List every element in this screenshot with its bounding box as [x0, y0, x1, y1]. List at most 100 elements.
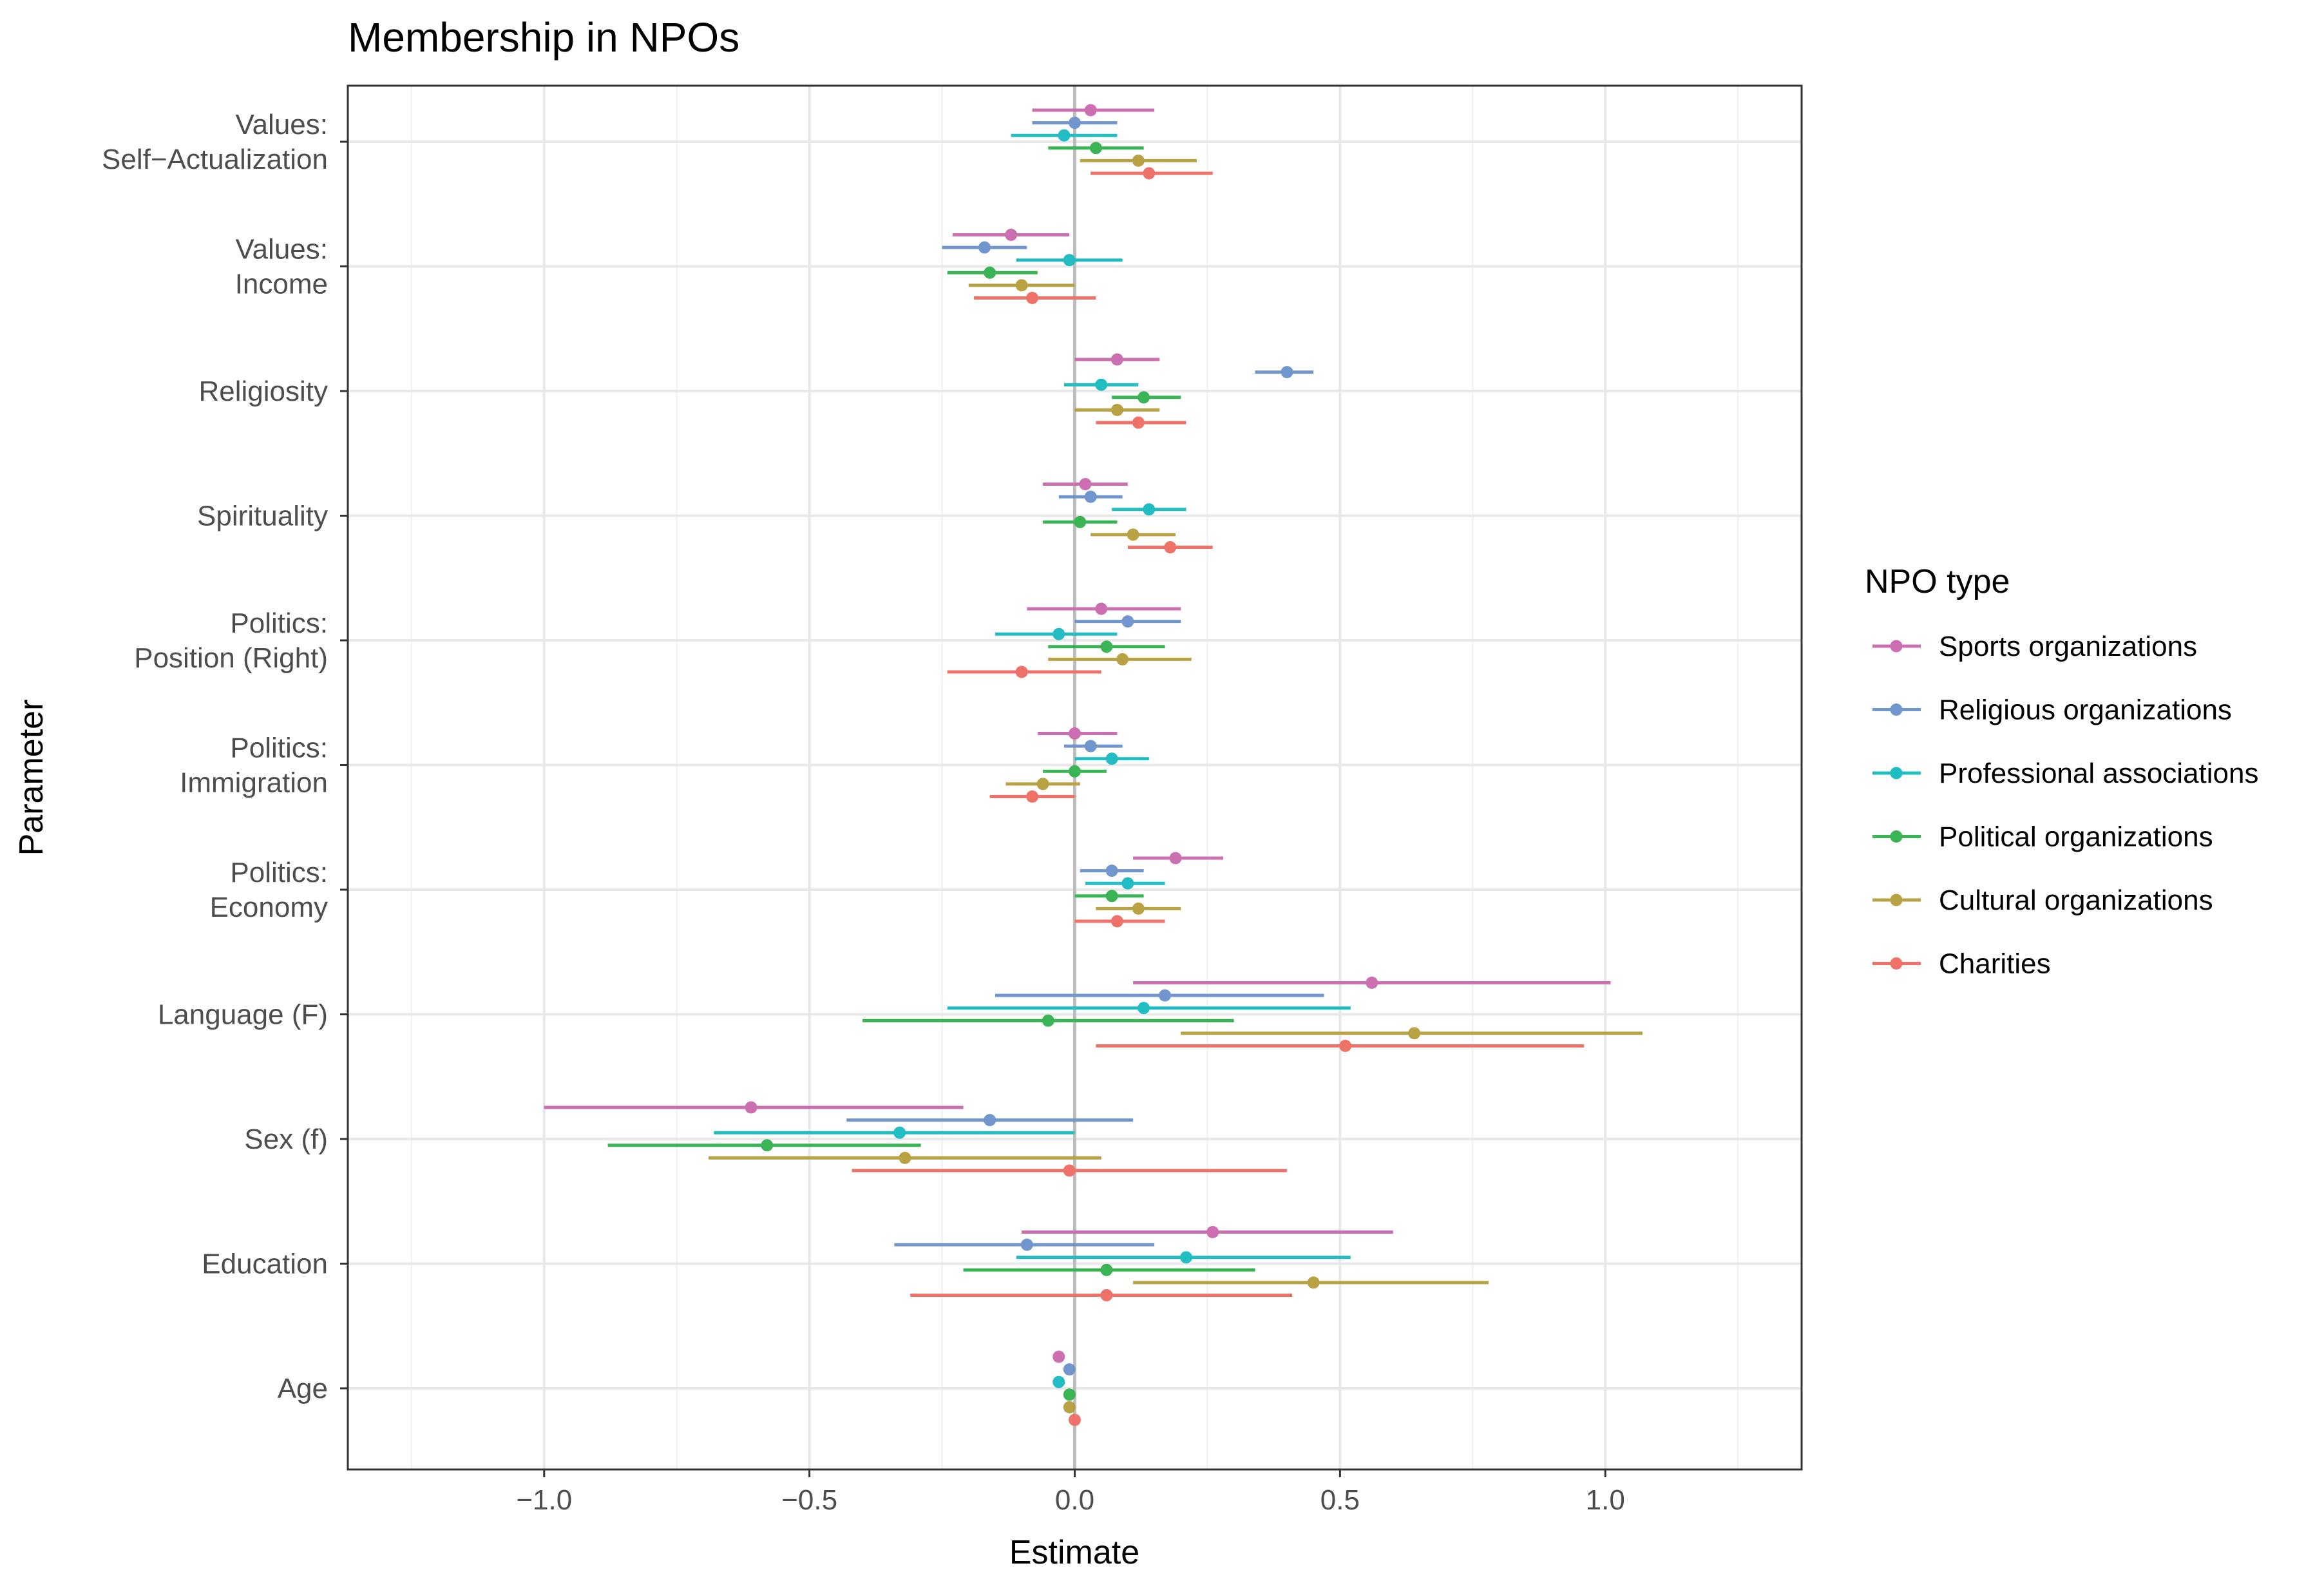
- y-tick-label: Values: Income: [235, 234, 328, 300]
- estimate-point: [1084, 740, 1097, 752]
- estimate-point: [1052, 627, 1065, 640]
- series-layer: [544, 104, 1643, 1426]
- x-tick-label: 1.0: [1586, 1484, 1625, 1516]
- y-tick-label: Religiosity: [198, 376, 328, 407]
- estimate-point: [1105, 865, 1118, 877]
- estimate-point: [1063, 254, 1076, 267]
- legend-label: Professional associations: [1939, 758, 2258, 789]
- estimate-point: [1138, 391, 1150, 404]
- estimate-point: [1100, 1263, 1113, 1276]
- estimate-point: [1069, 765, 1081, 778]
- estimate-point: [1015, 665, 1028, 678]
- estimate-point: [1121, 877, 1134, 890]
- estimate-point: [1132, 154, 1145, 167]
- estimate-point: [1366, 977, 1378, 989]
- estimate-point: [1110, 403, 1123, 416]
- estimate-point: [1100, 640, 1113, 653]
- estimate-point: [1100, 1289, 1113, 1301]
- legend-key-point: [1890, 703, 1903, 716]
- x-tick-label: 0.5: [1320, 1484, 1360, 1516]
- estimate-point: [1084, 490, 1097, 503]
- legend-title: NPO type: [1865, 563, 2010, 600]
- series-charities: [852, 167, 1585, 1426]
- estimate-point: [1281, 366, 1293, 379]
- series-cultural-organizations: [709, 154, 1643, 1413]
- legend-item: Cultural organizations: [1872, 885, 2213, 916]
- estimate-point: [1095, 602, 1108, 615]
- legend-item: Professional associations: [1872, 758, 2258, 789]
- estimate-point: [1069, 117, 1081, 129]
- legend-label: Sports organizations: [1939, 631, 2197, 662]
- estimate-point: [1105, 890, 1118, 903]
- estimate-point: [899, 1151, 911, 1164]
- estimate-point: [1132, 902, 1145, 915]
- estimate-point: [1164, 541, 1177, 553]
- estimate-point: [1206, 1226, 1219, 1238]
- estimate-point: [1069, 727, 1081, 740]
- legend-key-point: [1890, 830, 1903, 843]
- estimate-point: [1127, 528, 1139, 541]
- estimate-point: [1005, 229, 1018, 241]
- estimate-point: [1143, 503, 1156, 516]
- estimate-point: [1074, 515, 1087, 528]
- estimate-point: [1026, 790, 1039, 803]
- estimate-point: [1052, 1350, 1065, 1363]
- estimate-point: [978, 241, 991, 254]
- estimate-point: [1063, 1401, 1076, 1413]
- estimate-point: [745, 1101, 757, 1114]
- estimate-point: [984, 1114, 996, 1127]
- estimate-point: [1052, 1375, 1065, 1388]
- estimate-point: [1169, 852, 1182, 865]
- estimate-point: [1069, 1413, 1081, 1426]
- estimate-point: [1079, 478, 1092, 490]
- estimate-point: [1036, 778, 1049, 790]
- legend: NPO type Sports organizations Religious o…: [1865, 563, 2258, 980]
- estimate-point: [1105, 752, 1118, 765]
- legend-item: Charities: [1872, 948, 2051, 980]
- y-tick-label: Spirituality: [197, 501, 328, 532]
- estimate-point: [1121, 615, 1134, 628]
- estimate-point: [1063, 1363, 1076, 1376]
- x-axis-title: Estimate: [1009, 1534, 1139, 1571]
- legend-key-point: [1890, 767, 1903, 780]
- estimate-point: [1132, 416, 1145, 429]
- legend-label: Political organizations: [1939, 821, 2213, 853]
- legend-key-point: [1890, 957, 1903, 970]
- estimate-point: [1058, 129, 1071, 142]
- x-tick-label: 0.0: [1055, 1484, 1094, 1516]
- y-tick-label: Values: Self−Actualization: [102, 109, 328, 175]
- chart-title: Membership in NPOs: [348, 14, 739, 61]
- estimate-point: [984, 266, 996, 279]
- estimate-point: [1307, 1276, 1320, 1289]
- legend-key-point: [1890, 894, 1903, 906]
- series-sports-organizations: [544, 104, 1611, 1363]
- legend-item: Political organizations: [1872, 821, 2213, 853]
- estimate-point: [1110, 915, 1123, 928]
- estimate-point: [1089, 142, 1102, 155]
- estimate-point: [1116, 653, 1129, 665]
- estimate-point: [1179, 1251, 1192, 1264]
- legend-item: Religious organizations: [1872, 694, 2232, 726]
- y-tick-label: Language (F): [158, 999, 328, 1031]
- y-axis-title: Parameter: [13, 700, 50, 856]
- estimate-point: [1095, 378, 1108, 391]
- estimate-point: [1063, 1164, 1076, 1177]
- x-tick-label: −0.5: [781, 1484, 837, 1516]
- estimate-point: [761, 1139, 774, 1152]
- series-professional-associations: [714, 129, 1351, 1388]
- series-political-organizations: [607, 142, 1255, 1401]
- y-tick-label: Politics: Immigration: [180, 732, 328, 799]
- estimate-point: [1026, 292, 1039, 304]
- estimate-point: [1143, 167, 1156, 180]
- y-tick-label: Age: [278, 1373, 328, 1404]
- legend-key-point: [1890, 640, 1903, 653]
- estimate-point: [1408, 1027, 1421, 1040]
- estimate-point: [1084, 104, 1097, 117]
- series-religious-organizations: [846, 117, 1324, 1376]
- legend-label: Charities: [1939, 948, 2051, 980]
- estimate-point: [1015, 279, 1028, 292]
- estimate-point: [1138, 1002, 1150, 1015]
- y-tick-label: Politics: Economy: [210, 857, 328, 923]
- estimate-point: [1020, 1238, 1033, 1251]
